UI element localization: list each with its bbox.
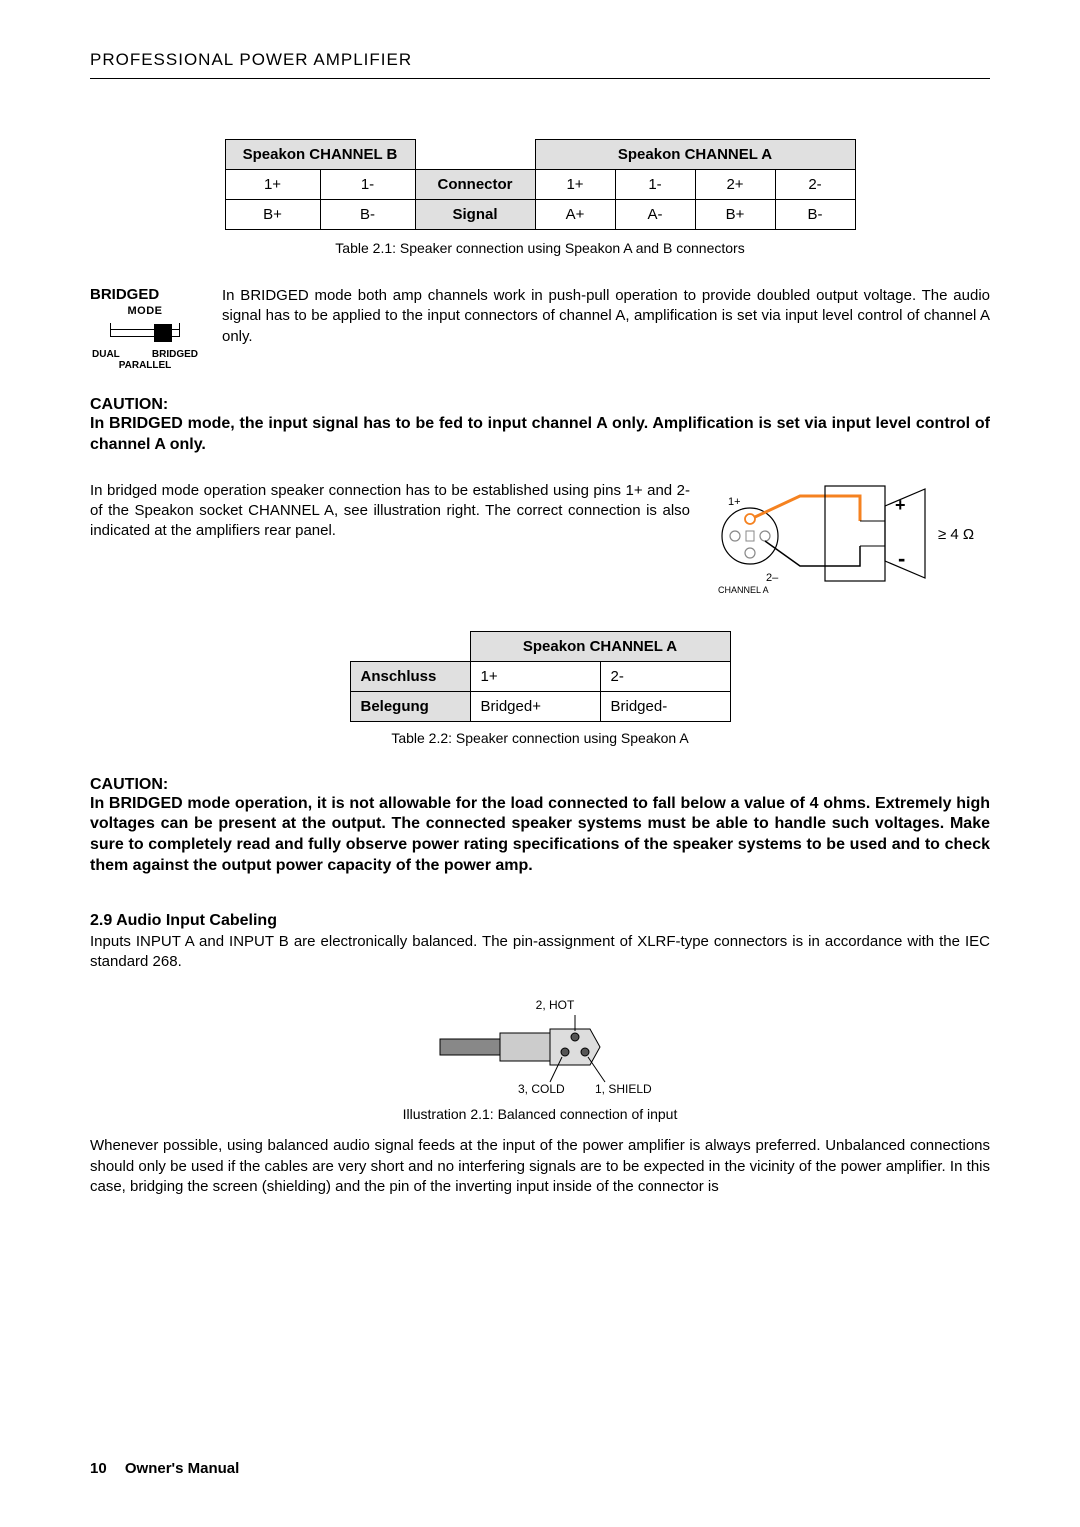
table-row: Belegung Bridged+ Bridged- bbox=[350, 691, 730, 721]
channel-label: CHANNEL A bbox=[718, 585, 769, 595]
bridged-description: In BRIDGED mode both amp channels work i… bbox=[222, 286, 990, 371]
table-row: B+ B- Signal A+ A- B+ B- bbox=[225, 200, 855, 230]
minus-label: - bbox=[898, 546, 905, 571]
bridged-connection-text: In bridged mode operation speaker connec… bbox=[90, 481, 690, 542]
section-heading: 2.9 Audio Input Cabeling bbox=[90, 912, 990, 930]
table-speakon-ab: Speakon CHANNEL B Speakon CHANNEL A 1+ 1… bbox=[225, 139, 856, 230]
closing-paragraph: Whenever possible, using balanced audio … bbox=[90, 1136, 990, 1197]
table-speakon-a: Speakon CHANNEL A Anschluss 1+ 2- Belegu… bbox=[350, 631, 731, 722]
ohm-label: ≥ 4 Ω bbox=[938, 526, 974, 543]
table1-caption: Table 2.1: Speaker connection using Spea… bbox=[90, 240, 990, 256]
th-channel-a: Speakon CHANNEL A bbox=[535, 140, 855, 170]
xlr-shield-label: 1, SHIELD bbox=[595, 1082, 652, 1096]
caution-block: CAUTION: In BRIDGED mode operation, it i… bbox=[90, 776, 990, 877]
plus-label: + bbox=[895, 495, 906, 515]
th-blank bbox=[415, 140, 535, 170]
section-body: Inputs INPUT A and INPUT B are electroni… bbox=[90, 932, 990, 973]
pin-label: 1+ bbox=[728, 496, 741, 508]
xlr-caption: Illustration 2.1: Balanced connection of… bbox=[90, 1106, 990, 1122]
pin-label: 2– bbox=[766, 572, 779, 584]
table2-caption: Table 2.2: Speaker connection using Spea… bbox=[90, 730, 990, 746]
th-channel-b: Speakon CHANNEL B bbox=[225, 140, 415, 170]
xlr-cold-label: 3, COLD bbox=[518, 1082, 565, 1096]
speakon-diagram: 1+ 2– CHANNEL A + - ≥ 4 Ω bbox=[710, 481, 990, 601]
xlr-diagram: 2, HOT 3, COLD 1, SHIELD Illustration 2.… bbox=[90, 997, 990, 1122]
caution-block: CAUTION: In BRIDGED mode, the input sign… bbox=[90, 396, 990, 456]
page-footer: 10 Owner's Manual bbox=[90, 1460, 239, 1477]
table-row: Anschluss 1+ 2- bbox=[350, 661, 730, 691]
xlr-hot-label: 2, HOT bbox=[536, 998, 575, 1012]
page-header: PROFESSIONAL POWER AMPLIFIER bbox=[90, 50, 990, 79]
table-row: 1+ 1- Connector 1+ 1- 2+ 2- bbox=[225, 170, 855, 200]
mode-switch-diagram: BRIDGED MODE DUAL BRIDGED PARALLEL bbox=[90, 286, 200, 371]
